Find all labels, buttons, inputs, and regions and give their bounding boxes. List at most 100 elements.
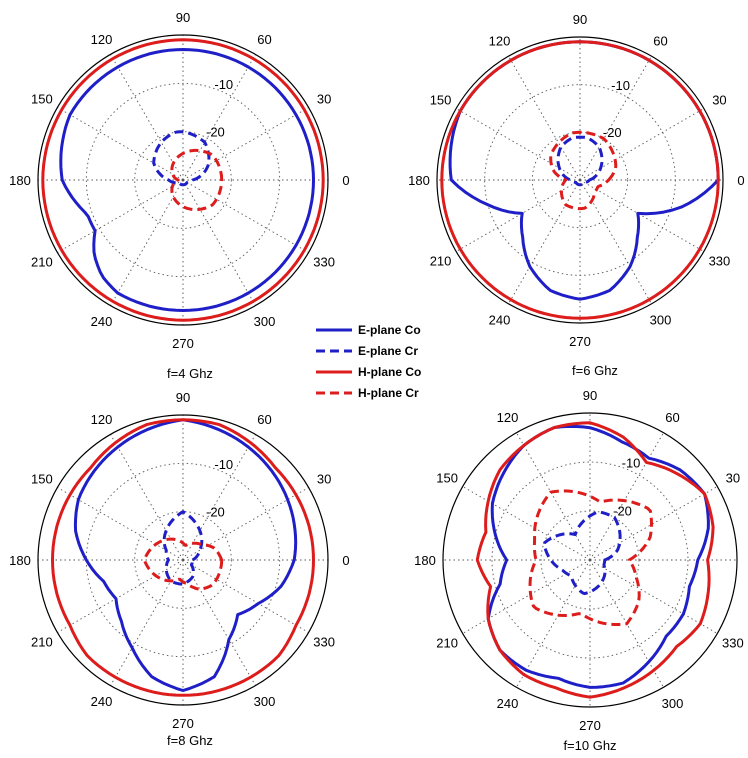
angle-tick-label: 120	[91, 412, 113, 427]
angle-tick-label: 150	[430, 93, 452, 108]
legend-item: H-plane Cr	[316, 386, 419, 400]
angle-tick-label: 60	[257, 412, 271, 427]
grid-ring	[85, 82, 281, 278]
grid-ring	[134, 511, 232, 609]
grid-spoke	[110, 179, 184, 306]
series-e-plane-co	[59, 48, 315, 312]
grid-spoke	[579, 55, 652, 181]
angle-tick-label: 300	[254, 314, 276, 329]
angle-tick-label: 90	[583, 388, 597, 403]
angle-tick-label: 60	[665, 410, 679, 425]
angle-tick-label: 210	[31, 255, 53, 270]
series-e-plane-cr	[542, 510, 622, 596]
grid-spoke	[110, 434, 184, 561]
angle-tick-label: 30	[726, 471, 740, 486]
legend-item: E-plane Co	[316, 323, 421, 337]
angle-tick-label: 120	[497, 410, 519, 425]
radial-tick-label: -20	[206, 124, 225, 139]
series-e-plane-cr	[162, 510, 204, 586]
angle-tick-label: 150	[436, 471, 458, 486]
series-h-plane-cr	[528, 489, 653, 626]
plot-caption: f=8 Ghz	[167, 733, 213, 748]
grid-spoke	[182, 107, 309, 181]
radial-tick-label: -20	[603, 125, 622, 140]
angle-tick-label: 120	[91, 32, 113, 47]
grid-spoke	[462, 486, 591, 561]
grid-spoke	[182, 179, 309, 253]
grid-spoke	[508, 179, 581, 305]
grid-ring	[134, 131, 232, 229]
angle-tick-label: 180	[9, 173, 31, 188]
outer-ring	[37, 414, 329, 706]
series-h-plane-cr	[170, 148, 224, 212]
grid-spoke	[508, 55, 581, 181]
angle-tick-label: 90	[176, 390, 190, 405]
series-h-plane-co	[51, 418, 315, 697]
polar-plot-4ghz: 0 30 60 90 120 150 180 210 240 270 300 330 -10 -20 f=4…	[9, 10, 349, 381]
angle-tick-label: 270	[172, 716, 194, 731]
angle-tick-label: 150	[31, 472, 53, 487]
plot-caption: f=6 Ghz	[572, 363, 618, 378]
radial-tick-label: -10	[611, 78, 630, 93]
plot-caption: f=4 Ghz	[167, 366, 213, 381]
angle-tick-label: 150	[31, 92, 53, 107]
legend-label: E-plane Co	[358, 323, 421, 337]
series-e-plane-co	[486, 424, 710, 689]
series-h-plane-co	[475, 421, 715, 699]
radial-tick-label: -10	[214, 77, 233, 92]
angle-tick-label: 240	[91, 694, 113, 709]
legend-item: E-plane Cr	[316, 344, 418, 358]
angle-tick-label: 30	[317, 92, 331, 107]
grid-spoke	[516, 432, 591, 561]
angle-tick-label: 330	[722, 636, 744, 651]
radial-tick-label: -20	[613, 504, 632, 519]
radial-tick-label: -10	[622, 455, 641, 470]
grid-spoke	[182, 487, 309, 561]
angle-tick-label: 60	[653, 34, 667, 49]
legend-item: H-plane Co	[316, 365, 421, 379]
grid-spoke	[182, 559, 256, 686]
grid-spoke	[182, 54, 256, 181]
grid-spoke	[516, 559, 591, 688]
grid-spoke	[57, 487, 184, 561]
legend-label: E-plane Cr	[358, 344, 418, 358]
angle-tick-label: 240	[497, 696, 519, 711]
angle-tick-label: 210	[31, 635, 53, 650]
grid-ring	[540, 510, 640, 610]
polar-plot-8ghz: 0 30 60 90 120 150 180 210 240 270 300 330 -10 -20 f=8…	[9, 390, 349, 748]
angle-tick-label: 240	[91, 314, 113, 329]
angle-tick-label: 30	[712, 93, 726, 108]
angle-tick-label: 90	[176, 10, 190, 25]
series-e-plane-cr	[152, 130, 211, 187]
angle-tick-label: 330	[313, 635, 335, 650]
grid-spoke	[589, 432, 664, 561]
angle-tick-label: 0	[342, 173, 349, 188]
angle-tick-label: 60	[257, 32, 271, 47]
angle-tick-label: 270	[579, 718, 601, 733]
angle-tick-label: 0	[342, 553, 349, 568]
grid-spoke	[579, 108, 705, 181]
grid-spoke	[589, 559, 718, 634]
plot-caption: f=10 Ghz	[563, 738, 616, 753]
series-h-plane-co	[41, 38, 325, 322]
angle-tick-label: 300	[662, 696, 684, 711]
grid-spoke	[182, 559, 309, 633]
grid-spoke	[462, 559, 591, 634]
angle-tick-label: 180	[408, 173, 430, 188]
angle-tick-label: 120	[489, 34, 511, 49]
legend-label: H-plane Co	[358, 365, 421, 379]
angle-tick-label: 270	[172, 336, 194, 351]
grid-spoke	[110, 54, 184, 181]
series-h-plane-cr	[549, 130, 618, 211]
angle-tick-label: 90	[573, 12, 587, 27]
radial-tick-label: -10	[214, 457, 233, 472]
angle-tick-label: 210	[430, 254, 452, 269]
series-h-plane-cr	[142, 537, 224, 591]
outer-ring	[436, 36, 724, 324]
grid-spoke	[182, 434, 256, 561]
outer-ring	[37, 34, 329, 326]
angle-tick-label: 180	[414, 553, 436, 568]
angle-tick-label: 180	[9, 553, 31, 568]
series-e-plane-co	[448, 40, 720, 301]
